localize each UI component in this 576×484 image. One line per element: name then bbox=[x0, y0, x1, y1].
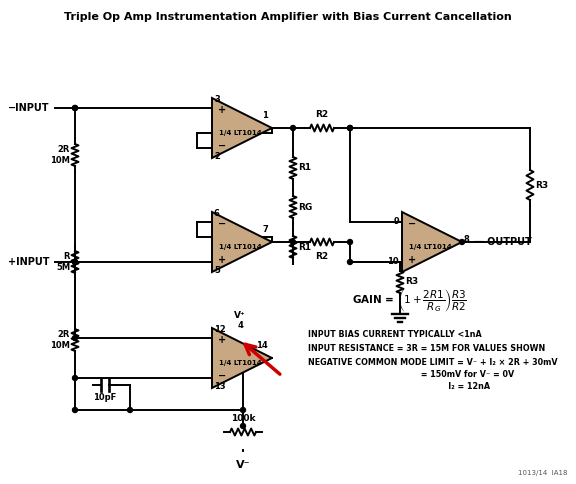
Text: 14: 14 bbox=[256, 341, 268, 350]
Text: 10: 10 bbox=[388, 257, 399, 267]
Text: 1: 1 bbox=[262, 111, 268, 120]
Text: 9: 9 bbox=[393, 217, 399, 227]
Text: −: − bbox=[218, 219, 226, 229]
Circle shape bbox=[290, 125, 295, 131]
Circle shape bbox=[347, 125, 353, 131]
Circle shape bbox=[241, 408, 245, 412]
Text: 13: 13 bbox=[214, 382, 226, 391]
Circle shape bbox=[73, 259, 78, 264]
Text: +: + bbox=[218, 335, 226, 345]
Circle shape bbox=[347, 125, 353, 131]
Text: R1: R1 bbox=[298, 242, 311, 252]
Circle shape bbox=[127, 408, 132, 412]
Text: +: + bbox=[218, 105, 226, 115]
Text: 8: 8 bbox=[464, 235, 470, 243]
Text: V⁻: V⁻ bbox=[236, 460, 250, 470]
Text: 6: 6 bbox=[214, 209, 220, 218]
Text: 3: 3 bbox=[214, 95, 220, 104]
Text: R1: R1 bbox=[298, 164, 311, 172]
Circle shape bbox=[241, 424, 245, 428]
Text: R3: R3 bbox=[535, 181, 548, 190]
Circle shape bbox=[73, 408, 78, 412]
Text: −: − bbox=[218, 141, 226, 151]
Text: INPUT BIAS CURRENT TYPICALLY <1nA: INPUT BIAS CURRENT TYPICALLY <1nA bbox=[308, 330, 482, 339]
Text: 1/4 LT1014: 1/4 LT1014 bbox=[219, 360, 262, 366]
Text: RG: RG bbox=[298, 202, 312, 212]
Text: = 150mV for V⁻ = 0V: = 150mV for V⁻ = 0V bbox=[308, 370, 514, 379]
Text: 1/4 LT1014: 1/4 LT1014 bbox=[219, 130, 262, 136]
Text: −INPUT: −INPUT bbox=[8, 103, 50, 113]
Polygon shape bbox=[402, 212, 462, 272]
Text: V⁺: V⁺ bbox=[234, 311, 246, 320]
Text: +INPUT: +INPUT bbox=[8, 257, 50, 267]
Text: −: − bbox=[218, 371, 226, 381]
Text: 2: 2 bbox=[214, 152, 220, 161]
Circle shape bbox=[73, 376, 78, 380]
Circle shape bbox=[73, 106, 78, 110]
Text: −: − bbox=[408, 219, 416, 229]
Text: 5: 5 bbox=[214, 266, 220, 275]
Circle shape bbox=[347, 240, 353, 244]
Text: 1013/14  IA18: 1013/14 IA18 bbox=[518, 470, 568, 476]
Text: +: + bbox=[408, 255, 416, 265]
Circle shape bbox=[73, 106, 78, 110]
Text: 4: 4 bbox=[237, 321, 243, 330]
Text: 1/4 LT1014: 1/4 LT1014 bbox=[410, 244, 452, 250]
Circle shape bbox=[290, 240, 295, 244]
Text: 2R
10M: 2R 10M bbox=[50, 145, 70, 165]
Text: GAIN = $\left(1 + \dfrac{2R1}{R_G}\right)\dfrac{R3}{R2}$: GAIN = $\left(1 + \dfrac{2R1}{R_G}\right… bbox=[352, 287, 467, 314]
Circle shape bbox=[73, 259, 78, 264]
Text: 100k: 100k bbox=[231, 414, 255, 423]
Text: 1/4 LT1014: 1/4 LT1014 bbox=[219, 244, 262, 250]
Text: 2R
10M: 2R 10M bbox=[50, 330, 70, 350]
Text: — OUTPUT: — OUTPUT bbox=[474, 237, 532, 247]
Text: +: + bbox=[218, 255, 226, 265]
Text: NEGATIVE COMMON MODE LIMIT = V⁻ + I₂ × 2R + 30mV: NEGATIVE COMMON MODE LIMIT = V⁻ + I₂ × 2… bbox=[308, 358, 558, 367]
Text: I₂ = 12nA: I₂ = 12nA bbox=[308, 382, 490, 391]
Text: R2: R2 bbox=[316, 110, 328, 119]
Text: 12: 12 bbox=[214, 325, 226, 334]
Text: 7: 7 bbox=[262, 225, 268, 234]
Text: R2: R2 bbox=[316, 252, 328, 261]
Text: INPUT RESISTANCE = 3R = 15M FOR VALUES SHOWN: INPUT RESISTANCE = 3R = 15M FOR VALUES S… bbox=[308, 344, 545, 353]
Polygon shape bbox=[212, 328, 272, 388]
Circle shape bbox=[460, 240, 464, 244]
Text: Triple Op Amp Instrumentation Amplifier with Bias Current Cancellation: Triple Op Amp Instrumentation Amplifier … bbox=[64, 12, 512, 22]
Polygon shape bbox=[212, 212, 272, 272]
Text: R3: R3 bbox=[405, 277, 418, 287]
Text: 10pF: 10pF bbox=[93, 393, 116, 402]
Polygon shape bbox=[212, 98, 272, 158]
Circle shape bbox=[73, 335, 78, 341]
Text: R
5M: R 5M bbox=[56, 252, 70, 272]
Circle shape bbox=[347, 259, 353, 264]
